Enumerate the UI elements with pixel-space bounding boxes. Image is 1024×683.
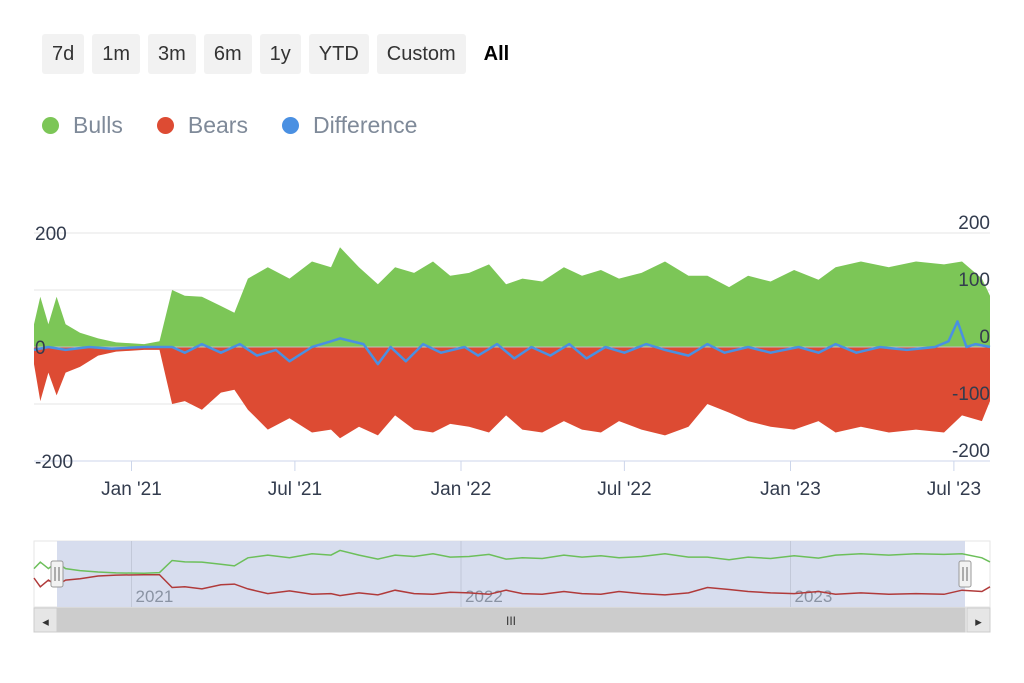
range-button-3m[interactable]: 3m <box>148 34 196 74</box>
navigator-scrollbar[interactable]: ◂ ▸ III <box>33 607 991 633</box>
legend-item-bulls[interactable]: Bulls <box>42 112 123 139</box>
scrollbar-right-button <box>966 607 991 633</box>
range-button-7d[interactable]: 7d <box>42 34 85 74</box>
legend-label-bulls: Bulls <box>73 112 123 138</box>
y-right-tick-label: 0 <box>979 327 990 348</box>
navigator-label: 2021 <box>135 587 173 606</box>
legend-item-difference[interactable]: Difference <box>281 112 418 139</box>
navigator-left-handle[interactable] <box>50 560 64 588</box>
scrollbar-left-button <box>33 607 58 633</box>
legend-label-bears: Bears <box>187 112 248 138</box>
y-right-tick-label: -200 <box>952 441 990 462</box>
scrollbar-grip-icon: III <box>506 614 516 628</box>
handle-body <box>958 560 972 588</box>
scroll-right-arrow-icon: ▸ <box>975 614 982 629</box>
legend-label-difference: Difference <box>312 112 418 138</box>
navigator-right-handle[interactable] <box>958 560 972 588</box>
legend-item-bears[interactable]: Bears <box>156 112 248 139</box>
y-left-tick-label: 200 <box>35 224 67 245</box>
difference-line <box>33 320 991 366</box>
range-button-ytd[interactable]: YTD <box>308 34 369 74</box>
x-tick-label: Jul '23 <box>927 479 981 500</box>
bears-area <box>34 347 990 439</box>
x-tick-label: Jul '22 <box>597 479 651 500</box>
navigator-label: 2022 <box>465 587 503 606</box>
y-left-tick-label: -200 <box>35 452 73 473</box>
navigator[interactable]: 2021 2022 2023 ◂ ▸ III <box>33 540 991 633</box>
y-right-tick-label: 200 <box>958 213 990 234</box>
range-button-1y[interactable]: 1y <box>259 34 301 74</box>
navigator-bears-line <box>33 573 991 597</box>
navigator-bulls-line <box>33 549 991 575</box>
bulls-dot-icon <box>42 117 59 134</box>
range-button-all[interactable]: All <box>483 42 510 65</box>
y-right-tick-label: 100 <box>958 270 990 291</box>
range-button-6m[interactable]: 6m <box>203 34 252 74</box>
range-selector: 7d 1m 3m 6m 1y YTD Custom All <box>42 34 519 74</box>
scroll-left-arrow-icon: ◂ <box>42 614 49 629</box>
navigator-label: 2023 <box>794 587 832 606</box>
navigator-selection <box>57 541 965 607</box>
y-left-tick-label: 0 <box>35 338 46 359</box>
chart-legend: Bulls Bears Difference <box>42 112 417 139</box>
x-tick-label: Jan '23 <box>760 479 821 500</box>
x-tick-label: Jan '21 <box>101 479 162 500</box>
range-button-custom[interactable]: Custom <box>376 34 466 74</box>
bulls-area <box>34 247 990 347</box>
difference-dot-icon <box>281 117 299 134</box>
scrollbar-thumb <box>56 607 966 633</box>
x-tick-label: Jul '21 <box>268 479 322 500</box>
x-tick-label: Jan '22 <box>431 479 492 500</box>
handle-body <box>50 560 64 588</box>
range-button-1m[interactable]: 1m <box>92 34 141 74</box>
bears-dot-icon <box>156 117 174 134</box>
y-right-tick-label: -100 <box>952 384 990 405</box>
